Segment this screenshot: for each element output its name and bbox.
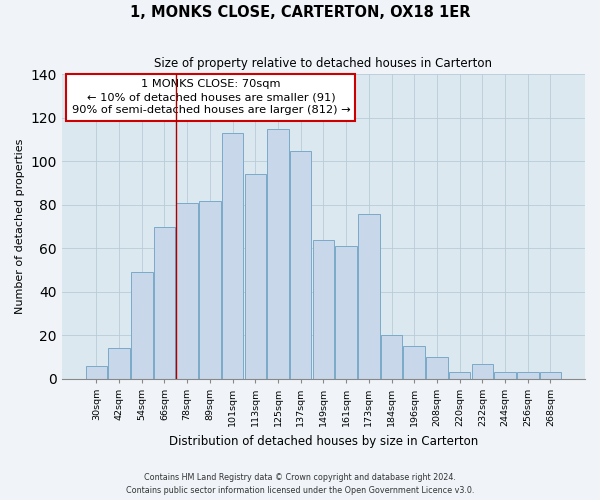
Bar: [472, 364, 493, 379]
Bar: [245, 174, 266, 379]
Text: 1, MONKS CLOSE, CARTERTON, OX18 1ER: 1, MONKS CLOSE, CARTERTON, OX18 1ER: [130, 5, 470, 20]
Text: Contains HM Land Registry data © Crown copyright and database right 2024.
Contai: Contains HM Land Registry data © Crown c…: [126, 474, 474, 495]
Bar: [313, 240, 334, 379]
Bar: [426, 357, 448, 379]
X-axis label: Distribution of detached houses by size in Carterton: Distribution of detached houses by size …: [169, 434, 478, 448]
Bar: [358, 214, 380, 379]
Bar: [176, 202, 198, 379]
Bar: [335, 246, 357, 379]
Title: Size of property relative to detached houses in Carterton: Size of property relative to detached ho…: [154, 58, 493, 70]
Bar: [199, 200, 221, 379]
Bar: [154, 226, 175, 379]
Text: 1 MONKS CLOSE: 70sqm
← 10% of detached houses are smaller (91)
90% of semi-detac: 1 MONKS CLOSE: 70sqm ← 10% of detached h…: [71, 79, 350, 116]
Bar: [131, 272, 152, 379]
Bar: [108, 348, 130, 379]
Bar: [86, 366, 107, 379]
Bar: [381, 336, 402, 379]
Bar: [222, 133, 244, 379]
Bar: [494, 372, 516, 379]
Bar: [403, 346, 425, 379]
Bar: [449, 372, 470, 379]
Bar: [517, 372, 539, 379]
Y-axis label: Number of detached properties: Number of detached properties: [15, 139, 25, 314]
Bar: [290, 150, 311, 379]
Bar: [539, 372, 561, 379]
Bar: [267, 129, 289, 379]
